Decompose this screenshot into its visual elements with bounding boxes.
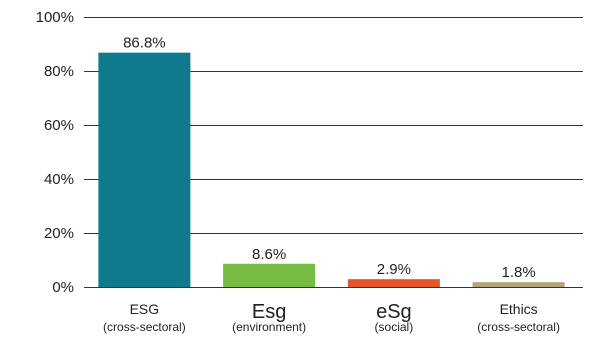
data-label: 86.8% <box>123 35 166 52</box>
bar <box>223 263 316 287</box>
y-tick-label: 20% <box>44 225 74 242</box>
data-label: 1.8% <box>502 264 536 281</box>
category-sublabel: (environment) <box>232 320 306 334</box>
category-labels: ESG (cross-sectoral) Esg(environment) eSg(s… <box>103 301 560 334</box>
y-tick-label: 100% <box>36 9 74 26</box>
category-sublabel: (social) <box>375 320 414 334</box>
category-sublabel: (cross-sectoral) <box>103 320 186 334</box>
category-label: Ethics <box>500 301 538 317</box>
y-tick-label: 40% <box>44 171 74 188</box>
category-label: ESG <box>130 301 160 317</box>
y-tick-label: 80% <box>44 63 74 80</box>
y-axis-tick-labels: 0% 20% 40% 60% 80% 100% <box>36 9 74 296</box>
category-sublabel: (cross-sectoral) <box>477 320 560 334</box>
bar <box>98 52 191 287</box>
category-label: Esg <box>252 301 286 323</box>
data-label: 2.9% <box>377 261 411 278</box>
y-tick-label: 0% <box>52 279 74 296</box>
data-label: 8.6% <box>252 246 286 263</box>
bar <box>347 279 440 287</box>
bar <box>472 282 565 287</box>
y-tick-label: 60% <box>44 117 74 134</box>
category-label: eSg <box>376 301 412 323</box>
data-labels: 86.8% 8.6% 2.9% 1.8% <box>123 35 536 282</box>
bars <box>98 52 565 287</box>
